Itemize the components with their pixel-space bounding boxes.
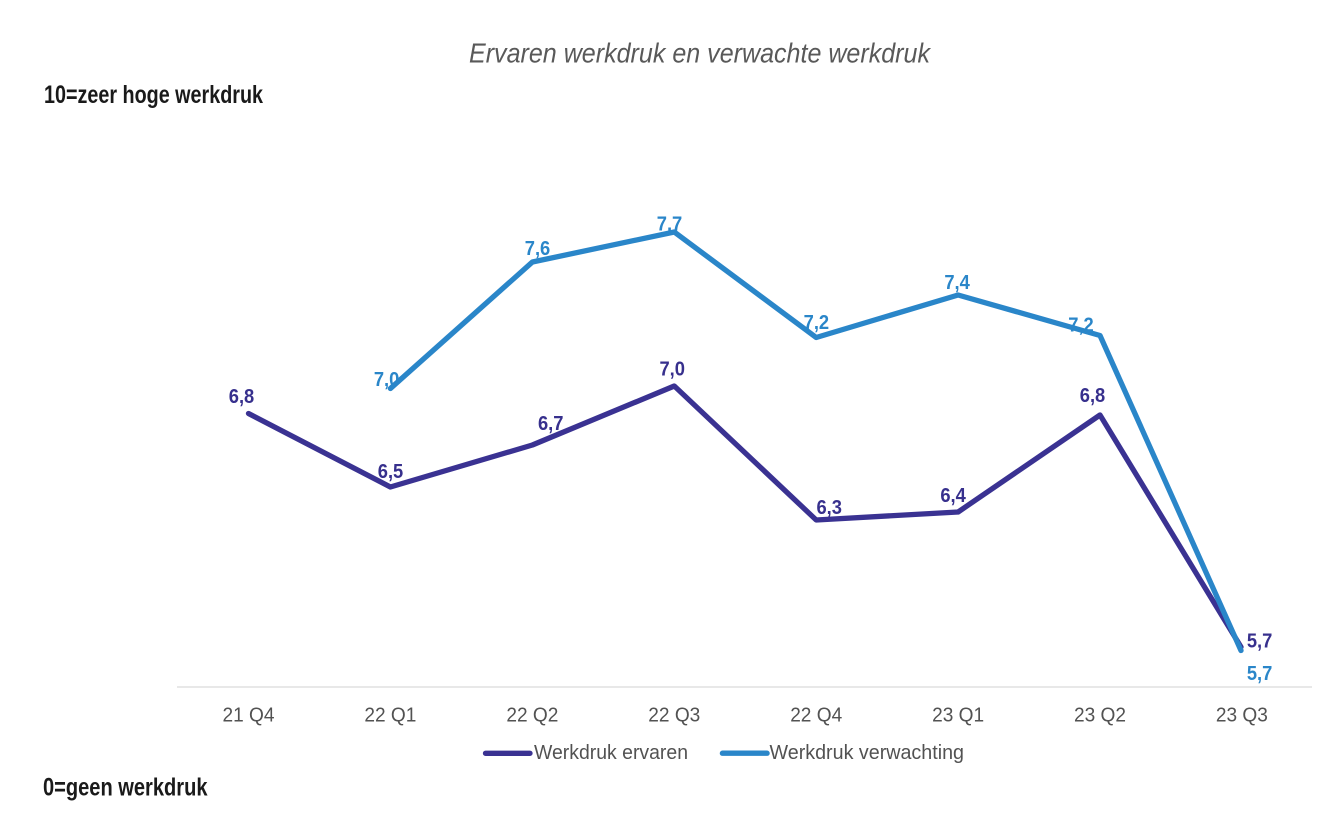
svg-text:7,0: 7,0 bbox=[659, 359, 685, 381]
svg-text:Werkdruk ervaren: Werkdruk ervaren bbox=[534, 742, 688, 764]
svg-text:22 Q1: 22 Q1 bbox=[364, 705, 416, 727]
svg-text:23 Q2: 23 Q2 bbox=[1074, 705, 1126, 727]
svg-text:0=geen werkdruk: 0=geen werkdruk bbox=[43, 774, 208, 802]
svg-text:6,4: 6,4 bbox=[940, 485, 966, 507]
svg-text:22 Q4: 22 Q4 bbox=[790, 705, 842, 727]
svg-text:6,5: 6,5 bbox=[378, 461, 404, 483]
svg-text:Ervaren werkdruk en verwachte: Ervaren werkdruk en verwachte werkdruk bbox=[469, 38, 932, 69]
svg-text:6,8: 6,8 bbox=[229, 386, 255, 408]
svg-text:5,7: 5,7 bbox=[1247, 631, 1273, 653]
svg-text:5,7: 5,7 bbox=[1247, 663, 1273, 685]
svg-text:22 Q3: 22 Q3 bbox=[648, 705, 700, 727]
svg-text:6,3: 6,3 bbox=[816, 497, 842, 519]
svg-text:7,4: 7,4 bbox=[944, 272, 970, 294]
svg-text:6,7: 6,7 bbox=[538, 413, 564, 435]
svg-text:Werkdruk verwachting: Werkdruk verwachting bbox=[770, 742, 965, 764]
svg-text:23 Q1: 23 Q1 bbox=[932, 705, 984, 727]
svg-text:7,7: 7,7 bbox=[657, 213, 683, 235]
svg-text:7,2: 7,2 bbox=[804, 312, 830, 334]
svg-text:23 Q3: 23 Q3 bbox=[1216, 705, 1268, 727]
svg-text:6,8: 6,8 bbox=[1080, 385, 1106, 407]
svg-text:21 Q4: 21 Q4 bbox=[223, 705, 275, 727]
svg-text:7,6: 7,6 bbox=[525, 238, 551, 260]
svg-text:7,0: 7,0 bbox=[374, 369, 400, 391]
svg-text:10=zeer hoge werkdruk: 10=zeer hoge werkdruk bbox=[44, 81, 263, 109]
svg-text:22 Q2: 22 Q2 bbox=[506, 705, 558, 727]
